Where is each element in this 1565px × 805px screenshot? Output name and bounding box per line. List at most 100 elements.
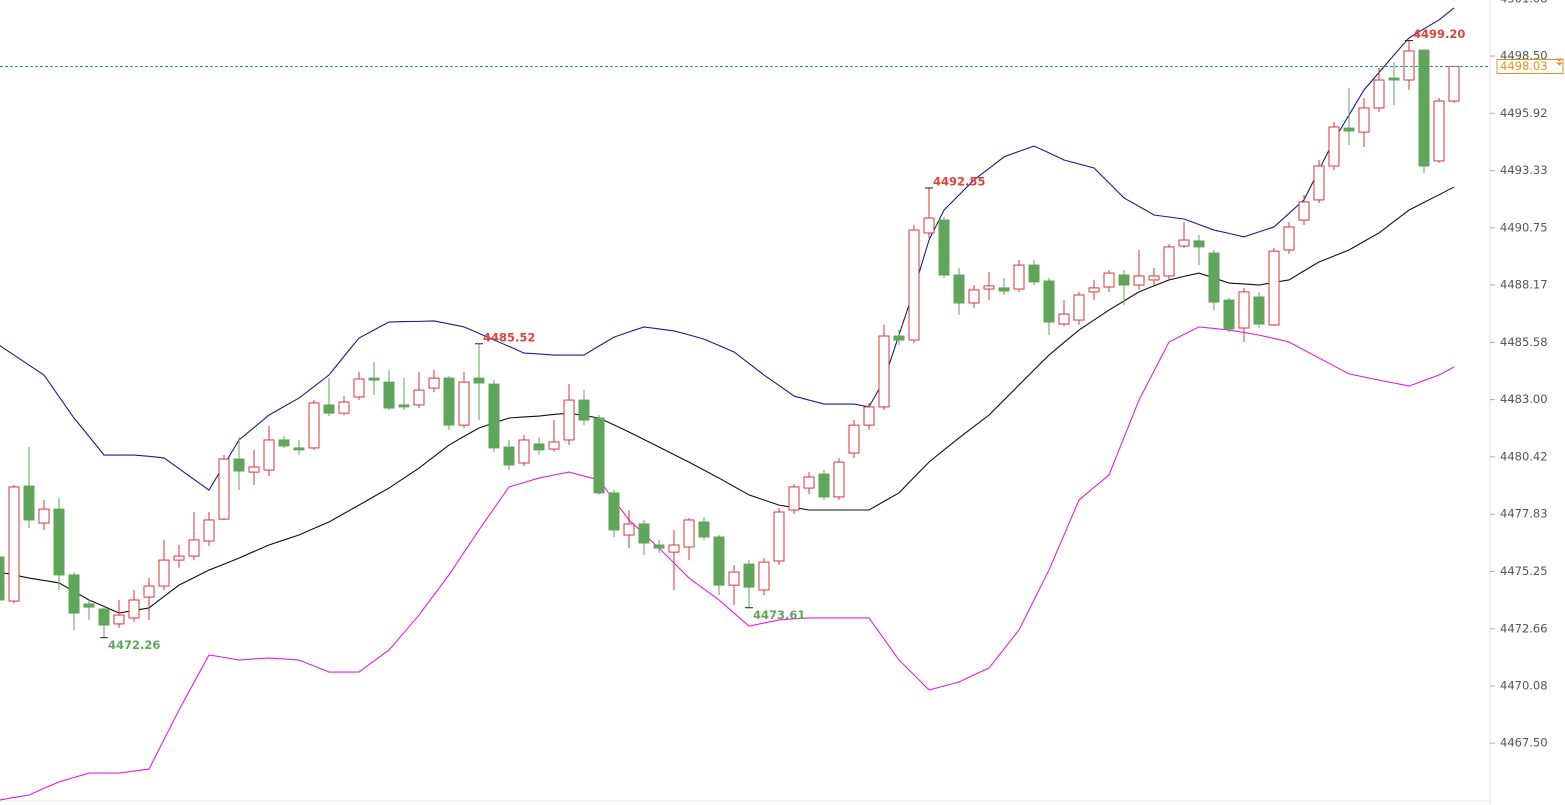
candle-body	[308, 402, 320, 449]
candle-body	[473, 377, 485, 384]
candle-body	[1373, 79, 1385, 109]
candle-body	[683, 519, 695, 548]
candle-body	[878, 335, 890, 408]
candle-body	[428, 377, 440, 389]
candle-body	[323, 404, 335, 414]
candle-body	[788, 486, 800, 511]
candle-body	[848, 424, 860, 454]
candle-body	[1388, 77, 1400, 81]
candle-body	[653, 544, 665, 549]
candle-body	[1223, 299, 1235, 330]
extreme-label: 4499.20	[1413, 27, 1465, 41]
candle-body	[353, 378, 365, 398]
candle-body	[818, 473, 830, 498]
candle-body	[173, 555, 185, 561]
candle-body	[548, 441, 560, 450]
y-tick-label: 4470.08	[1500, 678, 1548, 692]
y-tick-label: 4467.50	[1500, 736, 1548, 750]
y-tick-label: 4472.66	[1500, 621, 1548, 635]
plot-area: 4499.20 4492.55 4485.52 4472.26 4473.61	[0, 7, 1490, 801]
candle-body	[1253, 296, 1265, 325]
candle-body	[1118, 274, 1130, 286]
candle-body	[53, 508, 65, 576]
candle-body	[218, 458, 230, 520]
candle-body	[1088, 287, 1100, 293]
extreme-label: 4485.52	[483, 330, 535, 344]
candle-body	[203, 519, 215, 542]
candle-body	[38, 508, 50, 524]
candle-body	[578, 399, 590, 421]
candle-body	[758, 561, 770, 591]
candle-body	[623, 523, 635, 536]
candle-body	[968, 289, 980, 304]
candle-body	[113, 614, 125, 625]
y-tick-label: 4483.00	[1500, 392, 1548, 406]
candle-body	[263, 439, 275, 471]
candle-body	[1103, 272, 1115, 288]
candle-body	[863, 406, 875, 426]
candle-body	[1208, 252, 1220, 303]
candle-body	[293, 447, 305, 451]
candle-body	[668, 544, 680, 553]
candle-body	[188, 539, 200, 557]
candle-body	[773, 511, 785, 562]
candle-body	[1268, 250, 1280, 326]
candle-body	[563, 399, 575, 441]
candle-body	[1058, 313, 1070, 325]
candle-body	[383, 381, 395, 409]
extreme-label: 4473.61	[753, 608, 805, 622]
candle-body	[803, 476, 815, 489]
last-price-icon	[1556, 58, 1563, 66]
candle-body	[68, 574, 80, 614]
candle-body	[1238, 291, 1250, 329]
y-tick-label: 4488.17	[1500, 278, 1548, 292]
y-tick-label: 4485.58	[1500, 335, 1548, 349]
candle-body	[1193, 240, 1205, 248]
candle-body	[488, 383, 500, 449]
y-tick-label: 4475.25	[1500, 564, 1548, 578]
candle-body	[1283, 226, 1295, 251]
candle-body	[938, 219, 950, 276]
candle-body	[698, 521, 710, 538]
candle-body	[1298, 201, 1310, 221]
candle-body	[233, 458, 245, 472]
candle-body	[1043, 280, 1055, 323]
candle-body	[1133, 275, 1145, 286]
y-tick-label: 4490.75	[1500, 220, 1548, 234]
candle-body	[8, 486, 20, 602]
candle-body	[23, 485, 35, 521]
candle-body	[743, 563, 755, 588]
candle-body	[1013, 264, 1025, 290]
candle-body	[1328, 126, 1340, 167]
band-line	[0, 326, 1455, 801]
candle-body	[1073, 294, 1085, 321]
candle-body	[0, 556, 5, 601]
candle-body	[1433, 100, 1445, 162]
candle-body	[98, 608, 110, 626]
extreme-label: 4472.26	[108, 638, 160, 652]
candle-body	[608, 492, 620, 531]
candle-body	[458, 381, 470, 426]
price-axis: 4501.084498.504495.924493.334490.754488.…	[1490, 0, 1564, 750]
candle-body	[833, 461, 845, 498]
last-price-box	[1496, 58, 1564, 74]
candle-body	[1148, 275, 1160, 281]
candle-body	[998, 287, 1010, 292]
candle-body	[83, 603, 95, 608]
candle-body	[143, 585, 155, 598]
candle-body	[1028, 264, 1040, 283]
y-tick-label: 4493.33	[1500, 163, 1548, 177]
candle-body	[248, 466, 260, 473]
y-tick-label: 4495.92	[1500, 106, 1548, 120]
candle-body	[908, 229, 920, 341]
candle-body	[893, 335, 905, 341]
candle-body	[728, 571, 740, 586]
y-tick-label: 4501.08	[1500, 0, 1548, 5]
extreme-label: 4492.55	[933, 174, 985, 188]
candle-body	[923, 217, 935, 234]
candle-body	[338, 401, 350, 414]
y-tick-label: 4480.42	[1500, 449, 1548, 463]
candle-body	[713, 536, 725, 586]
